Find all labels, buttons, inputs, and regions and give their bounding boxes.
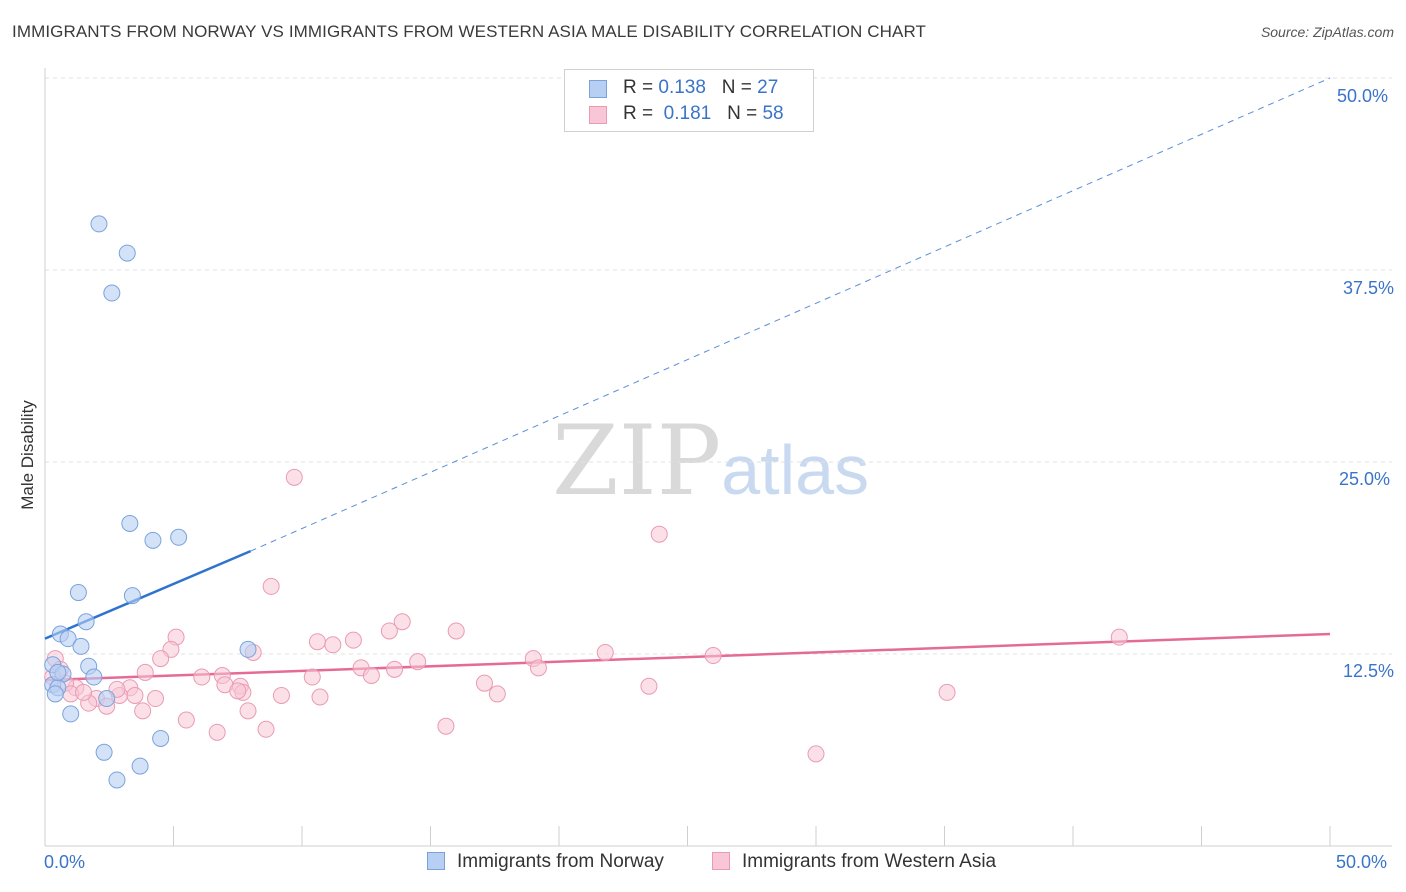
western-asia-point bbox=[177, 711, 195, 729]
legend-text-western-asia: R = 0.181 N = 58 bbox=[623, 103, 784, 124]
bottom-legend-label-western-asia: Immigrants from Western Asia bbox=[742, 851, 997, 872]
western-asia-point bbox=[75, 683, 93, 701]
norway-point bbox=[90, 215, 108, 233]
western-asia-point bbox=[285, 468, 303, 486]
y-tick-50: 50.0% bbox=[1337, 86, 1389, 106]
norway-point bbox=[46, 685, 64, 703]
western-asia-point bbox=[262, 577, 280, 595]
norway-point bbox=[131, 757, 149, 775]
bottom-legend-swatch-pink bbox=[712, 852, 730, 870]
norway-point bbox=[77, 613, 95, 631]
western-asia-point bbox=[239, 702, 257, 720]
y-tick-37-5: 37.5% bbox=[1343, 278, 1395, 298]
chart-title: IMMIGRANTS FROM NORWAY VS IMMIGRANTS FRO… bbox=[12, 22, 926, 41]
legend-n-norway: 27 bbox=[757, 77, 779, 98]
source-label: Source: ZipAtlas.com bbox=[1260, 24, 1394, 40]
western-asia-trend-line bbox=[44, 632, 1331, 682]
watermark-atlas: atlas bbox=[721, 431, 870, 509]
norway-point bbox=[108, 771, 126, 789]
western-asia-point bbox=[344, 631, 362, 649]
norway-point bbox=[118, 244, 136, 262]
correlation-legend: R = 0.138 N = 27 R = 0.181 N = 58 bbox=[564, 69, 814, 132]
western-asia-point bbox=[447, 622, 465, 640]
western-asia-point bbox=[393, 613, 411, 631]
western-asia-point bbox=[650, 525, 668, 543]
western-asia-point bbox=[437, 717, 455, 735]
norway-point bbox=[69, 584, 87, 602]
western-asia-point bbox=[362, 667, 380, 685]
norway-point bbox=[144, 531, 162, 549]
western-asia-point bbox=[229, 682, 247, 700]
western-asia-point bbox=[938, 683, 956, 701]
western-asia-point bbox=[303, 668, 321, 686]
western-asia-point bbox=[193, 668, 211, 686]
norway-point bbox=[121, 514, 139, 532]
y-tick-12-5: 12.5% bbox=[1343, 661, 1395, 681]
legend-r-western-asia: 0.181 bbox=[663, 103, 712, 124]
y-tick-25: 25.0% bbox=[1339, 469, 1391, 489]
bottom-legend-norway: Immigrants from Norway bbox=[427, 851, 664, 877]
norway-point bbox=[59, 630, 77, 648]
norway-point bbox=[103, 284, 121, 302]
western-asia-point bbox=[488, 685, 506, 703]
watermark: ZIPatlas bbox=[552, 405, 869, 517]
western-asia-point bbox=[529, 659, 547, 677]
norway-point bbox=[98, 690, 116, 708]
norway-point bbox=[72, 637, 90, 655]
norway-point bbox=[62, 705, 80, 723]
western-asia-point bbox=[147, 690, 165, 708]
western-asia-point bbox=[208, 723, 226, 741]
western-asia-point bbox=[311, 688, 329, 706]
trend-lines bbox=[44, 77, 1331, 682]
western-asia-point bbox=[386, 660, 404, 678]
western-asia-point bbox=[596, 643, 614, 661]
western-asia-point bbox=[136, 663, 154, 681]
norway-point bbox=[85, 668, 103, 686]
x-tick-max: 50.0% bbox=[1336, 852, 1388, 872]
western-asia-point bbox=[272, 686, 290, 704]
data-points bbox=[44, 215, 1128, 789]
watermark-zip: ZIP bbox=[552, 405, 722, 517]
norway-point bbox=[170, 528, 188, 546]
norway-point bbox=[152, 729, 170, 747]
x-tick-min: 0.0% bbox=[44, 852, 86, 872]
norway-trend-extension bbox=[250, 77, 1331, 552]
legend-r-norway: 0.138 bbox=[658, 77, 706, 98]
western-asia-point bbox=[807, 745, 825, 763]
legend-swatch-pink bbox=[589, 106, 607, 124]
western-asia-point bbox=[640, 677, 658, 695]
western-asia-point bbox=[134, 702, 152, 720]
legend-text-norway: R = 0.138 N = 27 bbox=[623, 77, 779, 98]
western-asia-point bbox=[475, 674, 493, 692]
western-asia-point bbox=[126, 686, 144, 704]
bottom-legend-western-asia: Immigrants from Western Asia bbox=[712, 851, 996, 877]
norway-point bbox=[123, 587, 141, 605]
western-asia-point bbox=[308, 633, 326, 651]
axes bbox=[44, 68, 1392, 847]
legend-swatch-blue bbox=[589, 80, 607, 98]
western-asia-point bbox=[152, 650, 170, 668]
western-asia-point bbox=[380, 622, 398, 640]
western-asia-point bbox=[704, 647, 722, 665]
bottom-legend-swatch-blue bbox=[427, 852, 445, 870]
norway-point bbox=[95, 743, 113, 761]
western-asia-point bbox=[409, 653, 427, 671]
norway-point bbox=[239, 640, 257, 658]
norway-point bbox=[49, 663, 67, 681]
western-asia-point bbox=[1110, 628, 1128, 646]
western-asia-point bbox=[257, 720, 275, 738]
grid-lines bbox=[45, 77, 1392, 655]
bottom-legend-label-norway: Immigrants from Norway bbox=[457, 851, 664, 872]
legend-n-western-asia: 58 bbox=[762, 103, 784, 124]
western-asia-point bbox=[324, 636, 342, 654]
